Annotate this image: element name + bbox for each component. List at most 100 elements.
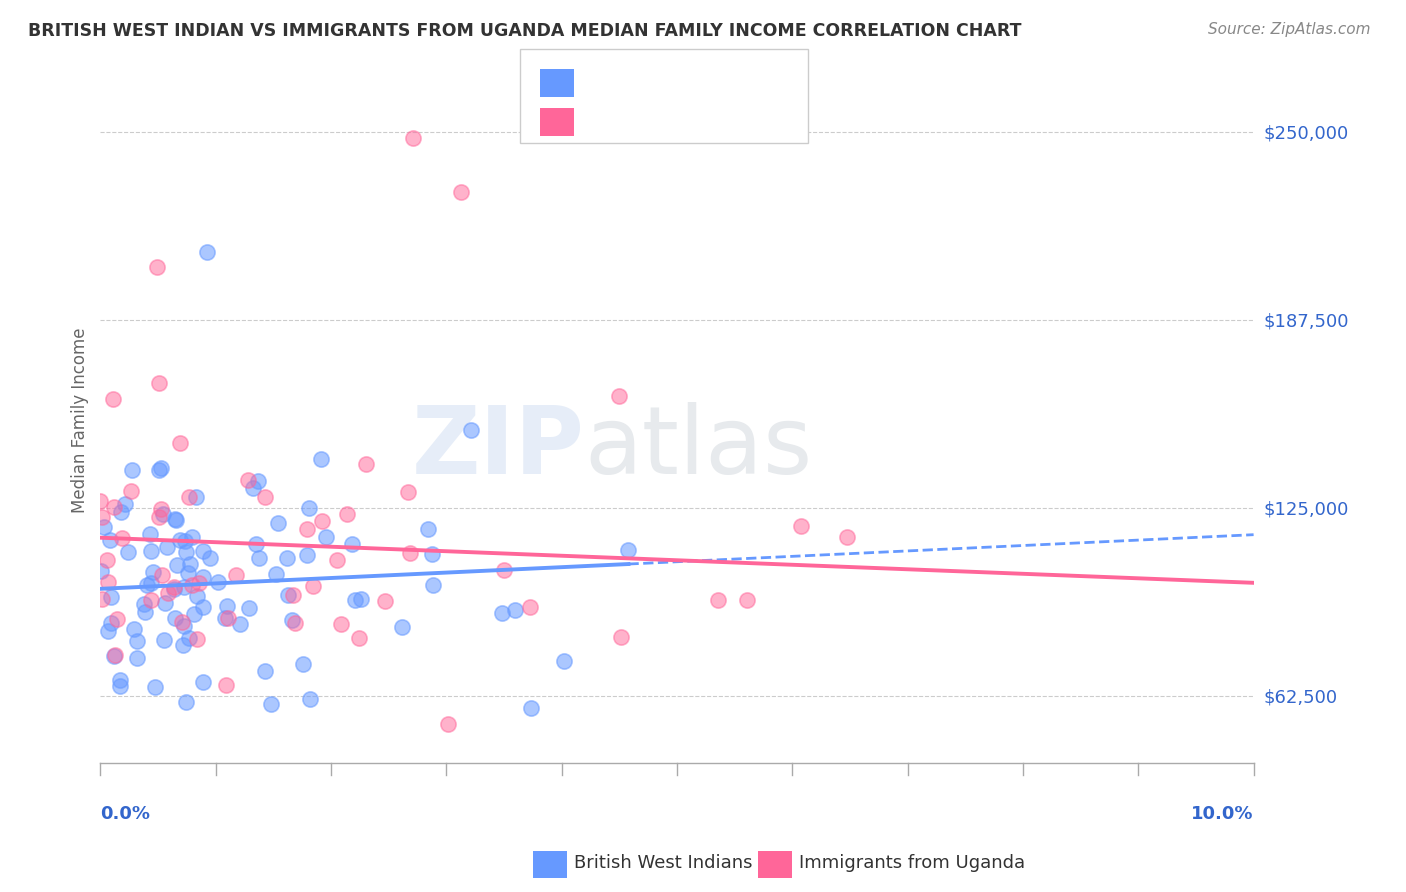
- Point: [281, 613, 304, 627]
- Point: [174, 545, 197, 559]
- Point: [156, 541, 179, 555]
- Point: [217, 611, 239, 625]
- Point: [90, 564, 112, 578]
- Point: [617, 543, 640, 558]
- Point: [503, 603, 526, 617]
- Point: [141, 593, 163, 607]
- Point: [163, 582, 186, 596]
- Point: [191, 544, 214, 558]
- Point: [225, 568, 247, 582]
- Point: [494, 563, 516, 577]
- Point: [707, 593, 730, 607]
- Point: [291, 657, 314, 671]
- Point: [121, 463, 143, 477]
- Point: [242, 481, 264, 495]
- Point: [177, 490, 200, 504]
- Point: [181, 530, 204, 544]
- Point: [354, 458, 377, 472]
- Point: [136, 578, 159, 592]
- Point: [163, 580, 186, 594]
- Point: [89, 493, 111, 508]
- Text: atlas: atlas: [585, 401, 813, 494]
- Point: [169, 533, 191, 548]
- Point: [127, 651, 149, 665]
- Point: [460, 423, 482, 437]
- Point: [344, 592, 367, 607]
- Point: [172, 638, 194, 652]
- Y-axis label: Median Family Income: Median Family Income: [72, 327, 89, 513]
- Point: [153, 596, 176, 610]
- Point: [553, 654, 575, 668]
- Point: [105, 612, 128, 626]
- Point: [93, 520, 115, 534]
- Point: [149, 501, 172, 516]
- Point: [735, 592, 758, 607]
- Point: [149, 461, 172, 475]
- Point: [295, 522, 318, 536]
- Point: [98, 533, 121, 547]
- Point: [176, 566, 198, 580]
- Point: [200, 551, 222, 566]
- Point: [183, 607, 205, 621]
- Text: British West Indians: British West Indians: [574, 855, 752, 872]
- Point: [295, 548, 318, 562]
- Point: [122, 622, 145, 636]
- Point: [166, 558, 188, 572]
- Point: [139, 526, 162, 541]
- Point: [254, 664, 277, 678]
- Point: [141, 575, 163, 590]
- Point: [163, 611, 186, 625]
- Text: BRITISH WEST INDIAN VS IMMIGRANTS FROM UGANDA MEDIAN FAMILY INCOME CORRELATION C: BRITISH WEST INDIAN VS IMMIGRANTS FROM U…: [28, 22, 1022, 40]
- Point: [277, 588, 299, 602]
- Point: [188, 576, 211, 591]
- Point: [141, 544, 163, 558]
- Point: [214, 611, 236, 625]
- Point: [110, 505, 132, 519]
- Point: [108, 679, 131, 693]
- Point: [246, 475, 269, 489]
- Point: [101, 392, 124, 406]
- Point: [111, 531, 134, 545]
- Point: [191, 600, 214, 615]
- Point: [422, 578, 444, 592]
- Point: [104, 648, 127, 662]
- Point: [347, 632, 370, 646]
- Point: [152, 507, 174, 521]
- Point: [156, 586, 179, 600]
- Point: [245, 537, 267, 551]
- Point: [228, 616, 250, 631]
- Point: [176, 695, 198, 709]
- Point: [181, 577, 204, 591]
- Point: [276, 551, 298, 566]
- Point: [315, 530, 337, 544]
- Point: [260, 697, 283, 711]
- Point: [143, 680, 166, 694]
- Point: [396, 485, 419, 500]
- Point: [298, 501, 321, 516]
- Point: [309, 451, 332, 466]
- Point: [132, 597, 155, 611]
- Point: [340, 537, 363, 551]
- Point: [236, 473, 259, 487]
- Point: [186, 589, 208, 603]
- Point: [103, 648, 125, 663]
- Text: 10.0%: 10.0%: [1191, 805, 1254, 823]
- Text: R = -0.056   N = 54: R = -0.056 N = 54: [583, 112, 747, 129]
- Point: [281, 588, 304, 602]
- Point: [519, 599, 541, 614]
- Point: [195, 244, 218, 259]
- Point: [186, 632, 208, 647]
- Point: [450, 185, 472, 199]
- Point: [100, 590, 122, 604]
- Point: [179, 557, 201, 571]
- Point: [91, 591, 114, 606]
- Point: [148, 463, 170, 477]
- Point: [391, 620, 413, 634]
- Point: [418, 522, 440, 536]
- Point: [790, 519, 813, 533]
- Point: [186, 491, 208, 505]
- Point: [399, 545, 422, 559]
- Point: [302, 579, 325, 593]
- Point: [173, 619, 195, 633]
- Point: [97, 574, 120, 589]
